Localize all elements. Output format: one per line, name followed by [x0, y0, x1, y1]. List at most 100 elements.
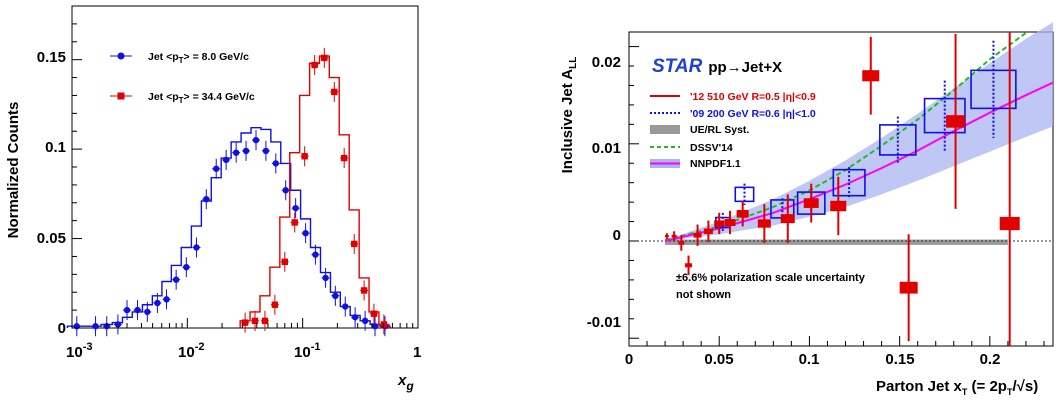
- blue-data-box: [879, 124, 917, 156]
- left-data-point: [163, 296, 170, 303]
- left-data-point: [342, 303, 349, 310]
- right-ytick-label: -0.01: [587, 314, 621, 331]
- blue-data-box: [734, 186, 755, 203]
- right-x-axis-label: Parton Jet xT (= 2pT/√s): [876, 378, 1038, 397]
- left-data-point: [322, 274, 329, 282]
- left-data-point: [134, 306, 141, 314]
- left-data-point: [183, 263, 190, 271]
- left-xtick-label: 1: [413, 344, 421, 361]
- right-legend-entry: '12 510 GeV R=0.5 |η|<0.9: [690, 91, 816, 103]
- ue-rl-systematic-band: [665, 239, 1008, 245]
- left-data-point: [302, 229, 309, 237]
- right-xtick-label: 0.05: [704, 351, 733, 368]
- blue-data-box: [832, 168, 866, 197]
- nnpdf-curve: [664, 81, 1054, 242]
- left-data-point: [321, 54, 328, 62]
- right-legend-entry: DSSV'14: [690, 142, 733, 154]
- left-ytick-label: 0.15: [37, 49, 66, 66]
- left-data-point: [271, 301, 279, 308]
- red-data-box: [678, 241, 685, 245]
- left-data-point: [213, 165, 220, 172]
- red-data-box: [714, 220, 725, 227]
- left-data-point: [123, 306, 131, 314]
- red-data-box: [780, 214, 795, 224]
- left-series-step-1: [239, 55, 390, 328]
- red-data-box: [736, 209, 749, 218]
- left-xtick-label: 10-1: [294, 341, 320, 361]
- left-xtick-label: 10-3: [66, 341, 92, 361]
- right-y-axis-label: Inclusive Jet ALL: [559, 57, 579, 174]
- left-data-point: [272, 160, 280, 167]
- left-data-point: [193, 244, 200, 251]
- left-legend: Jet <pT> = 8.0 GeV/c Jet <pT> = 34.4 GeV…: [110, 51, 255, 105]
- right-ytick-label: 0.01: [592, 140, 621, 157]
- left-data-point: [242, 147, 250, 155]
- right-panel: 0.02 0.01 0 -0.01 0 0.05 0.1 0.15 0.2 In…: [559, 22, 1054, 397]
- red-data-box: [862, 70, 880, 82]
- left-data-point: [370, 310, 378, 317]
- left-data-point: [291, 219, 298, 226]
- left-data-point: [281, 258, 289, 266]
- left-data-point: [172, 276, 180, 283]
- red-data-box: [999, 216, 1020, 231]
- right-legend-entry: NNPDF1.1: [690, 158, 741, 170]
- left-data-point: [203, 196, 210, 203]
- red-data-box: [671, 234, 677, 238]
- red-data-box: [664, 235, 669, 238]
- right-xtick-label: 0: [625, 351, 633, 368]
- left-data-point: [282, 187, 289, 194]
- legend-marker-blue: [117, 52, 125, 60]
- right-ytick-label: 0.02: [592, 54, 621, 71]
- red-data-box: [830, 200, 847, 212]
- red-data-box: [803, 198, 819, 208]
- left-data-point: [331, 88, 338, 96]
- left-data-point: [241, 319, 249, 326]
- left-data-point: [340, 154, 348, 162]
- red-data-box: [899, 281, 918, 294]
- right-xtick-label: 0.1: [799, 351, 820, 368]
- left-data-point: [351, 240, 358, 248]
- left-data-point: [312, 251, 319, 258]
- scale-uncertainty-note: ±6.6% polarization scale uncertainty: [676, 272, 866, 284]
- left-x-axis-label: xg: [397, 372, 414, 393]
- red-data-box: [946, 115, 966, 128]
- left-data-point: [154, 299, 161, 307]
- left-ytick-label: 0.05: [37, 230, 66, 247]
- legend-swatch-gray: [650, 125, 680, 134]
- left-data-point: [144, 308, 151, 316]
- legend-marker-red: [117, 92, 125, 100]
- right-legend-entry: UE/RL Syst.: [690, 124, 749, 136]
- left-ytick-label: 0.1: [45, 139, 66, 156]
- left-data-point: [251, 317, 259, 325]
- left-data-point: [114, 321, 122, 328]
- blue-data-box: [970, 69, 1017, 110]
- right-plot-frame: [628, 31, 1054, 347]
- left-data-point: [261, 317, 269, 325]
- nnpdf-uncertainty-band: [665, 22, 1053, 242]
- left-data-point: [380, 321, 388, 328]
- left-y-axis-label: Normalized Counts: [5, 102, 22, 239]
- right-legend-entry: '09 200 GeV R=0.6 |η|<1.0: [690, 108, 816, 120]
- left-data-point: [262, 147, 270, 155]
- left-data-point: [301, 153, 308, 160]
- left-legend-entry: Jet <pT> = 34.4 GeV/c: [148, 91, 255, 105]
- right-xtick-label: 0.15: [885, 351, 914, 368]
- red-data-box: [685, 263, 693, 268]
- left-data-point: [332, 292, 339, 299]
- left-data-point: [311, 61, 318, 69]
- red-data-box: [757, 219, 771, 228]
- left-data-point: [292, 204, 299, 212]
- left-data-point: [361, 317, 369, 325]
- red-data-box: [724, 219, 736, 226]
- left-data-point: [351, 314, 359, 321]
- left-ytick-label: 0: [58, 320, 66, 337]
- left-data-point: [252, 136, 260, 144]
- left-xtick-label: 10-2: [178, 341, 204, 361]
- left-panel: 0 0.05 0.1 0.15 10-3 10-2 10-1 1 Normali…: [5, 5, 421, 393]
- left-data-point: [360, 287, 368, 294]
- right-legend: '12 510 GeV R=0.5 |η|<0.9 '09 200 GeV R=…: [650, 91, 816, 170]
- red-data-box: [693, 232, 702, 238]
- right-ytick-label: 0: [613, 227, 621, 244]
- left-data-point: [92, 323, 99, 330]
